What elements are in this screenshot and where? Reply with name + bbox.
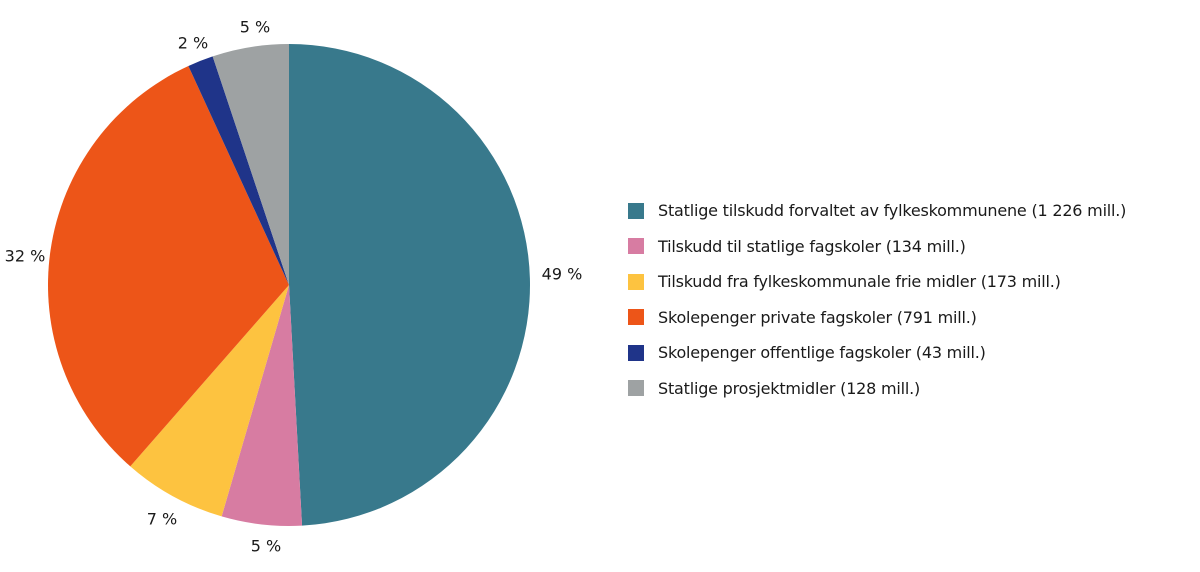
legend-swatch	[628, 238, 644, 255]
pie-slice	[212, 44, 289, 285]
percent-label-fylkeskommunale-frie-midler: 7 %	[146, 509, 178, 529]
legend-label: Tilskudd fra fylkeskommunale frie midler…	[658, 272, 1061, 292]
pie-slice	[188, 56, 289, 286]
percent-label-statlige-tilskudd: 49 %	[541, 264, 583, 284]
legend-item-tilskudd-statlige-fagskoler: Tilskudd til statlige fagskoler (134 mil…	[628, 229, 1126, 265]
percent-label-tilskudd-statlige-fagskoler: 5 %	[250, 536, 282, 556]
legend-label: Tilskudd til statlige fagskoler (134 mil…	[658, 236, 966, 256]
pie-slice	[130, 285, 289, 517]
legend-swatch	[628, 309, 644, 326]
percent-label-skolepenger-private: 32 %	[4, 246, 46, 266]
legend-swatch	[628, 273, 644, 290]
pie-slice	[289, 44, 531, 526]
legend-label: Statlige tilskudd forvaltet av fylkeskom…	[658, 201, 1127, 221]
pie-slice	[221, 285, 303, 526]
legend-swatch	[628, 344, 644, 361]
pie-slice	[48, 66, 289, 467]
legend-item-skolepenger-offentlige: Skolepenger offentlige fagskoler (43 mil…	[628, 335, 1126, 371]
legend-label: Statlige prosjektmidler (128 mill.)	[658, 378, 921, 398]
legend-label: Skolepenger private fagskoler (791 mill.…	[658, 307, 977, 327]
percent-label-skolepenger-offentlige: 2 %	[177, 33, 209, 53]
legend-swatch	[628, 202, 644, 219]
percent-label-statlige-prosjektmidler: 5 %	[239, 17, 271, 37]
legend-item-skolepenger-private: Skolepenger private fagskoler (791 mill.…	[628, 300, 1126, 336]
legend: Statlige tilskudd forvaltet av fylkeskom…	[628, 193, 1126, 406]
legend-label: Skolepenger offentlige fagskoler (43 mil…	[658, 343, 986, 363]
pie-chart	[48, 44, 531, 526]
legend-swatch	[628, 380, 644, 397]
legend-item-statlige-prosjektmidler: Statlige prosjektmidler (128 mill.)	[628, 371, 1126, 407]
legend-item-fylkeskommunale-frie-midler: Tilskudd fra fylkeskommunale frie midler…	[628, 264, 1126, 300]
legend-item-statlige-tilskudd: Statlige tilskudd forvaltet av fylkeskom…	[628, 193, 1126, 229]
